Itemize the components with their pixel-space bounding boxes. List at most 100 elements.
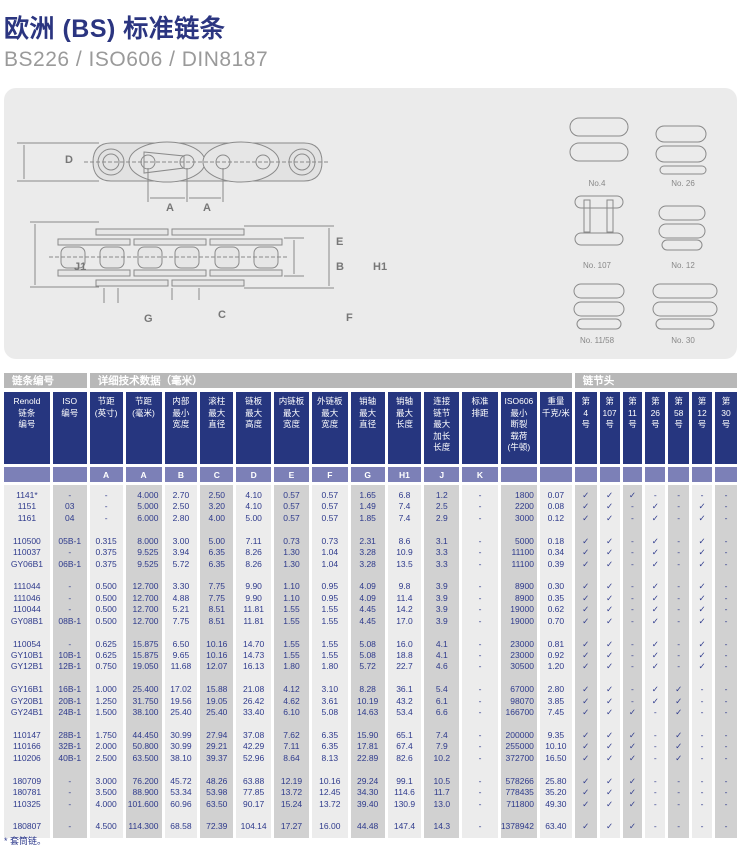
data-cell: - bbox=[462, 649, 498, 662]
na-cell: - bbox=[622, 512, 643, 525]
data-cell: 0.500 bbox=[89, 592, 123, 605]
spacer-cell bbox=[350, 832, 385, 838]
data-cell: 29.24 bbox=[350, 775, 385, 788]
spacer-cell bbox=[387, 524, 422, 536]
data-cell: 12.45 bbox=[311, 787, 348, 799]
data-cell: 17.81 bbox=[350, 741, 385, 753]
data-cell: 0.07 bbox=[539, 490, 572, 502]
spacer-cell bbox=[164, 627, 198, 639]
table-row: 110037-0.375 9.525 3.94 6.35 8.26 1.30 1.04 3.2… bbox=[4, 547, 737, 559]
spacer-cell bbox=[350, 569, 385, 582]
data-cell: 3.28 bbox=[350, 547, 385, 559]
na-cell: - bbox=[622, 558, 643, 570]
data-cell: 6.35 bbox=[200, 558, 234, 570]
spacer-cell bbox=[539, 718, 572, 730]
data-cell: - bbox=[462, 638, 498, 650]
spacer-cell bbox=[500, 718, 537, 730]
spacer-cell bbox=[424, 627, 460, 639]
data-cell: 0.57 bbox=[274, 501, 309, 513]
data-cell: 7.11 bbox=[236, 535, 272, 548]
na-cell: - bbox=[622, 581, 643, 593]
na-cell: - bbox=[714, 775, 737, 788]
data-cell: 12.700 bbox=[125, 592, 162, 605]
check-icon: ✓ bbox=[599, 592, 620, 605]
check-icon: ✓ bbox=[574, 501, 597, 513]
data-cell: 7.62 bbox=[274, 730, 309, 742]
check-icon: ✓ bbox=[599, 730, 620, 742]
na-cell: - bbox=[668, 547, 690, 559]
chain-number-cell: 110044 bbox=[4, 604, 50, 616]
data-cell: 1.55 bbox=[311, 649, 348, 662]
data-cell: 9.65 bbox=[164, 649, 198, 662]
check-icon: ✓ bbox=[599, 787, 620, 799]
dimension-letter: H1 bbox=[387, 467, 422, 482]
data-cell: 0.08 bbox=[539, 501, 572, 513]
table-row: 111046-0.500 12.700 4.88 7.75 9.90 1.10 0.95 4.… bbox=[4, 592, 737, 605]
data-cell: - bbox=[462, 741, 498, 753]
spacer-cell bbox=[4, 627, 50, 639]
data-cell: - bbox=[89, 490, 123, 502]
data-cell: 9.90 bbox=[236, 581, 272, 593]
spacer-cell bbox=[500, 832, 537, 838]
spacer-cell bbox=[645, 485, 666, 490]
table-row: GY16B1 16B-1 1.000 25.400 17.02 15.88 21.08 4.1… bbox=[4, 684, 737, 696]
na-cell: - bbox=[668, 581, 690, 593]
table-row: GY24B1 24B-1 1.500 38.100 25.40 25.40 33.40 6.1… bbox=[4, 707, 737, 719]
data-cell: 5.08 bbox=[311, 707, 348, 719]
spacer-cell bbox=[200, 524, 234, 536]
na-cell: - bbox=[714, 684, 737, 696]
data-cell: 9.525 bbox=[125, 558, 162, 570]
data-cell: - bbox=[89, 501, 123, 513]
check-icon: ✓ bbox=[574, 535, 597, 548]
spacer-cell bbox=[236, 832, 272, 838]
check-icon: ✓ bbox=[574, 512, 597, 525]
spacer-cell bbox=[4, 485, 50, 490]
spacer-cell bbox=[668, 485, 690, 490]
chain-drawing bbox=[17, 117, 718, 330]
spacer-cell bbox=[599, 627, 620, 639]
spacer-cell bbox=[89, 718, 123, 730]
data-cell: 200000 bbox=[500, 730, 537, 742]
na-cell: - bbox=[714, 787, 737, 799]
spacer-cell bbox=[350, 672, 385, 685]
data-cell: 20B-1 bbox=[52, 695, 87, 708]
check-icon: ✓ bbox=[645, 535, 666, 548]
spacer-cell bbox=[539, 485, 572, 490]
data-cell: 8.26 bbox=[236, 558, 272, 570]
spacer-cell bbox=[668, 569, 690, 582]
column-header: 滚柱 最大 直径 bbox=[200, 392, 234, 464]
check-icon: ✓ bbox=[622, 490, 643, 502]
column-header: 销轴 最大 长度 bbox=[387, 392, 422, 464]
check-icon: ✓ bbox=[645, 547, 666, 559]
dimension-letter: C bbox=[200, 467, 234, 482]
data-cell: 03 bbox=[52, 501, 87, 513]
column-header: 销轴 最大 直径 bbox=[350, 392, 385, 464]
spacer-cell bbox=[52, 672, 87, 685]
na-cell: - bbox=[692, 684, 712, 696]
na-cell: - bbox=[645, 798, 666, 810]
data-cell: 25.400 bbox=[125, 684, 162, 696]
spacer-cell bbox=[714, 524, 737, 536]
data-cell: 0.95 bbox=[311, 581, 348, 593]
table-row: 1141* - -4.000 2.70 2.50 4.10 0.57 0.57 1.65 6.8 1… bbox=[4, 490, 737, 502]
data-cell: 8.000 bbox=[125, 535, 162, 548]
spacer-cell bbox=[574, 832, 597, 838]
check-icon: ✓ bbox=[599, 752, 620, 765]
data-cell: 0.57 bbox=[311, 512, 348, 525]
data-cell: 28B-1 bbox=[52, 730, 87, 742]
data-cell: 11.7 bbox=[424, 787, 460, 799]
data-cell: 8.64 bbox=[274, 752, 309, 765]
spacer-cell bbox=[274, 569, 309, 582]
check-icon: ✓ bbox=[574, 604, 597, 616]
spacer-cell bbox=[668, 832, 690, 838]
footnote: * 套筒链。 bbox=[4, 836, 47, 846]
na-cell: - bbox=[668, 558, 690, 570]
group-chain-number: 链条编号 bbox=[4, 373, 87, 388]
data-cell: 39.37 bbox=[200, 752, 234, 765]
data-cell: 0.500 bbox=[89, 604, 123, 616]
column-header: 节距 (英寸) bbox=[89, 392, 123, 464]
spacer-cell bbox=[668, 627, 690, 639]
data-cell: 1.80 bbox=[311, 661, 348, 673]
data-cell: - bbox=[52, 775, 87, 788]
data-cell: 1.10 bbox=[274, 581, 309, 593]
